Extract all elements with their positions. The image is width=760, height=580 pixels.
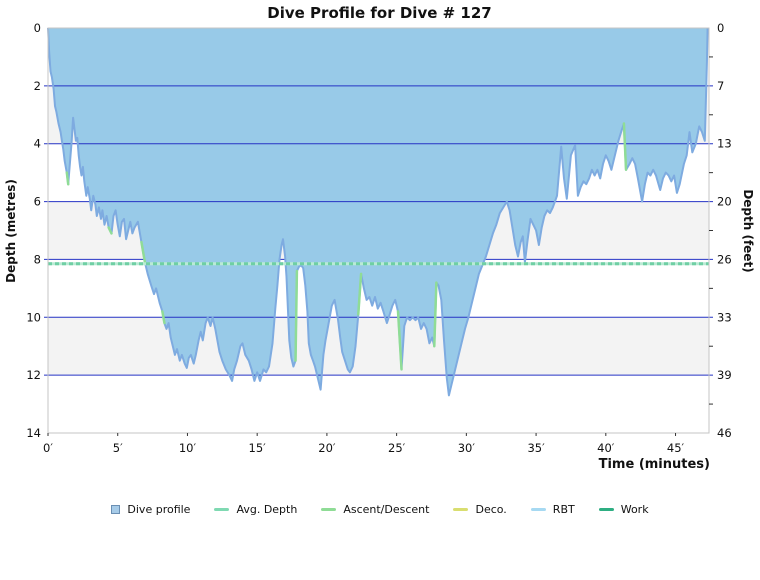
legend-label: Avg. Depth [236, 503, 298, 516]
y-axis-title-metres: Depth (metres) [4, 179, 18, 283]
x-axis-title: Time (minutes) [598, 457, 710, 472]
y-right-tick-label: 13 [717, 137, 732, 151]
ascent-descent-segment [294, 269, 299, 362]
legend-swatch [214, 508, 230, 511]
x-tick-label: 15′ [249, 441, 267, 455]
legend-label: RBT [552, 503, 575, 516]
ascent-descent-segment [161, 310, 166, 325]
x-tick-label: 25′ [388, 441, 406, 455]
legend-label: Ascent/Descent [343, 503, 430, 516]
legend-label: Dive profile [127, 503, 191, 516]
y-right-tick-label: 39 [717, 368, 732, 382]
y-left-tick-label: 2 [34, 79, 41, 93]
y-axis-title-feet: Depth (feet) [741, 189, 755, 273]
ascent-descent-segment [396, 310, 403, 371]
legend-item-rbt: RBT [530, 503, 575, 516]
legend-item-ascent-descent: Ascent/Descent [321, 503, 429, 516]
y-right-tick-label: 33 [717, 310, 732, 324]
x-tick-label: 40′ [597, 441, 615, 455]
ascent-descent-segment [140, 240, 147, 264]
x-tick-label: 5′ [113, 441, 123, 455]
depth-band [48, 317, 709, 376]
ascent-descent-segment [107, 226, 113, 235]
legend-swatch [453, 508, 469, 511]
legend-label: Work [620, 503, 649, 516]
dive-profile-outline [47, 27, 709, 397]
y-left-tick-label: 0 [34, 21, 41, 35]
legend-item-work: Work [598, 503, 649, 516]
y-right-tick-label: 0 [717, 21, 724, 35]
ascent-descent-segment [622, 122, 628, 171]
y-left-tick-label: 12 [26, 368, 41, 382]
x-tick-label: 35′ [527, 441, 545, 455]
chart-title: Dive Profile for Dive # 127 [267, 4, 492, 22]
dive-profile-area [48, 28, 708, 396]
y-left-tick-label: 10 [26, 310, 41, 324]
legend-swatch [321, 508, 337, 511]
y-right-tick-label: 7 [717, 79, 724, 93]
ascent-descent-segment [65, 171, 70, 186]
x-tick-label: 30′ [458, 441, 476, 455]
x-tick-label: 10′ [179, 441, 197, 455]
x-tick-label: 20′ [318, 441, 336, 455]
y-left-tick-label: 14 [26, 426, 41, 440]
x-tick-label: 45′ [667, 441, 685, 455]
ascent-descent-segment [433, 281, 438, 348]
legend-swatch [111, 505, 121, 514]
legend-item-dive-profile: Dive profile [111, 503, 190, 516]
y-right-tick-label: 20 [717, 195, 732, 209]
y-right-tick-label: 26 [717, 252, 732, 266]
chart-legend: Dive profile Avg. Depth Ascent/Descent Deco… [0, 503, 760, 516]
legend-item-avg-depth: Avg. Depth [214, 503, 297, 516]
x-tick-label: 0′ [43, 441, 53, 455]
y-left-tick-label: 8 [34, 252, 41, 266]
y-right-tick-label: 46 [717, 426, 732, 440]
ascent-descent-segment [357, 272, 363, 316]
legend-swatch [598, 508, 614, 511]
y-left-tick-label: 6 [34, 195, 41, 209]
legend-label: Deco. [475, 503, 507, 516]
legend-swatch [530, 508, 546, 511]
legend-item-deco-: Deco. [453, 503, 507, 516]
y-left-tick-label: 4 [34, 137, 41, 151]
